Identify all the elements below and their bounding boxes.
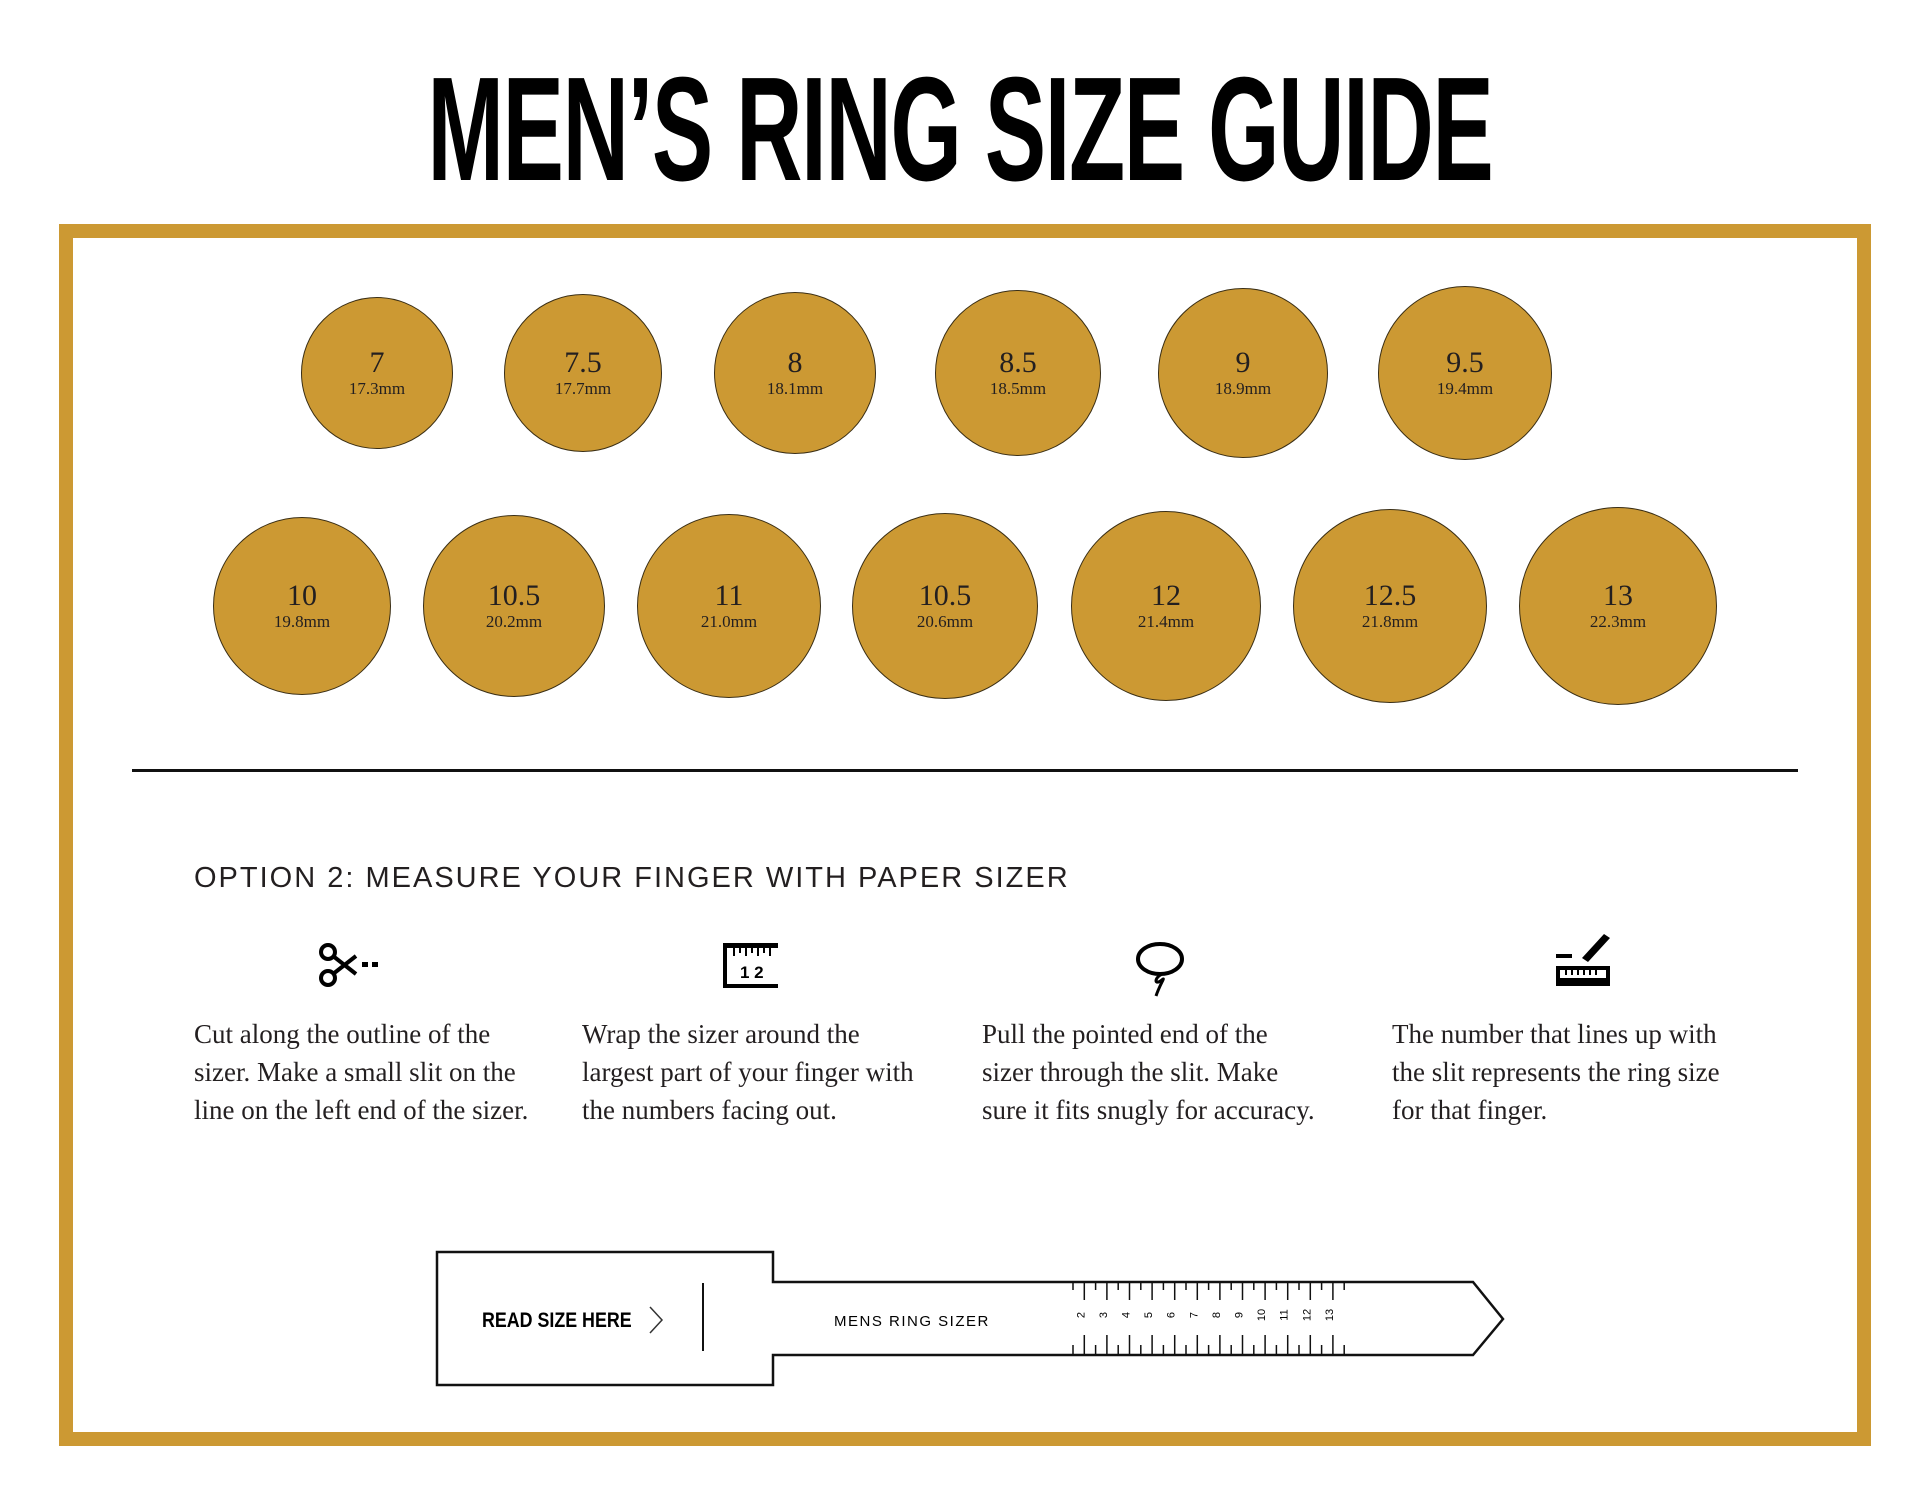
scale-number: 5 [1143, 1312, 1155, 1318]
scale-number: 7 [1188, 1312, 1200, 1318]
scale-number: 9 [1234, 1312, 1246, 1318]
ring-circle: 12.5 21.8mm [1293, 509, 1487, 703]
ring-size: 9.5 [1446, 346, 1484, 379]
loop-icon [1136, 942, 1184, 997]
scale-number: 12 [1301, 1309, 1313, 1321]
step-3-text: Pull the pointed end of the sizer throug… [982, 1019, 1315, 1125]
read-size-label: READ SIZE HERE [482, 1309, 632, 1333]
scale-number: 8 [1211, 1312, 1223, 1318]
ring-circle: 10.5 20.6mm [852, 513, 1038, 699]
scale-number: 3 [1098, 1312, 1110, 1318]
ring-diameter: 21.8mm [1361, 612, 1419, 631]
ring-size: 10.5 [918, 579, 972, 612]
ring-diameter: 18.5mm [989, 379, 1047, 398]
scale-number: 10 [1256, 1309, 1268, 1321]
ring-size: 8.5 [999, 346, 1037, 379]
scale-number: 11 [1279, 1309, 1291, 1320]
svg-text:1 2: 1 2 [740, 963, 764, 982]
ring-diameter: 20.6mm [916, 612, 974, 631]
ring-size: 13 [1603, 579, 1633, 612]
ring-size: 12 [1151, 579, 1181, 612]
scale-number: 6 [1166, 1312, 1178, 1318]
ring-size: 11 [714, 579, 744, 612]
guide-frame [59, 224, 1871, 1446]
option2-heading: OPTION 2: MEASURE YOUR FINGER WITH PAPER… [194, 862, 1070, 894]
ring-diameter: 19.8mm [273, 612, 331, 631]
ring-circle: 8 18.1mm [714, 292, 876, 454]
ring-circle: 12 21.4mm [1071, 511, 1261, 701]
ring-diameter: 17.3mm [348, 379, 406, 398]
scale-number: 2 [1075, 1312, 1087, 1318]
divider [132, 769, 1798, 772]
ring-circle: 11 21.0mm [637, 514, 821, 698]
ring-circle: 10 19.8mm [213, 517, 391, 695]
ring-circle: 9.5 19.4mm [1378, 286, 1552, 460]
ring-diameter: 17.7mm [554, 379, 612, 398]
ring-circle: 7.5 17.7mm [504, 294, 662, 452]
ring-diameter: 18.1mm [766, 379, 824, 398]
ring-diameter: 21.4mm [1137, 612, 1195, 631]
ring-size: 12.5 [1363, 579, 1417, 612]
ring-circle: 13 22.3mm [1519, 507, 1717, 705]
scissors-icon [319, 943, 378, 987]
ruler-pen-icon [1556, 934, 1610, 986]
ring-diameter: 22.3mm [1589, 612, 1647, 631]
ring-size: 10.5 [487, 579, 541, 612]
scale-number: 4 [1121, 1312, 1133, 1318]
ring-size: 9 [1235, 346, 1251, 379]
ring-diameter: 18.9mm [1214, 379, 1272, 398]
sizer-name-label: MENS RING SIZER [834, 1313, 990, 1330]
ring-circle: 9 18.9mm [1158, 288, 1328, 458]
ring-circle: 8.5 18.5mm [935, 290, 1101, 456]
ring-diameter: 20.2mm [485, 612, 543, 631]
ring-size: 7 [369, 346, 385, 379]
page-title: MEN’S RING SIZE GUIDE [427, 47, 1493, 212]
paper-ring-sizer: READ SIZE HERE MENS RING SIZER 2 3 4 5 6 7 8 9 1… [435, 1250, 1505, 1387]
ruler-icon: 1 2 [723, 943, 778, 988]
ring-circle: 7 17.3mm [301, 297, 453, 449]
ring-size: 10 [287, 579, 317, 612]
step-2-text: Wrap the sizer around the largest part o… [582, 1019, 914, 1125]
ring-size: 8 [787, 346, 803, 379]
ring-diameter: 21.0mm [700, 612, 758, 631]
ring-circle: 10.5 20.2mm [423, 515, 605, 697]
scale-number: 13 [1324, 1309, 1336, 1321]
step-4-text: The number that lines up with the slit r… [1392, 1019, 1720, 1125]
sizer-scale: 2 3 4 5 6 7 8 9 10 11 12 13 [1072, 1282, 1345, 1355]
ring-size: 7.5 [564, 346, 602, 379]
step-1-text: Cut along the outline of the sizer. Make… [194, 1019, 529, 1125]
ring-diameter: 19.4mm [1436, 379, 1494, 398]
